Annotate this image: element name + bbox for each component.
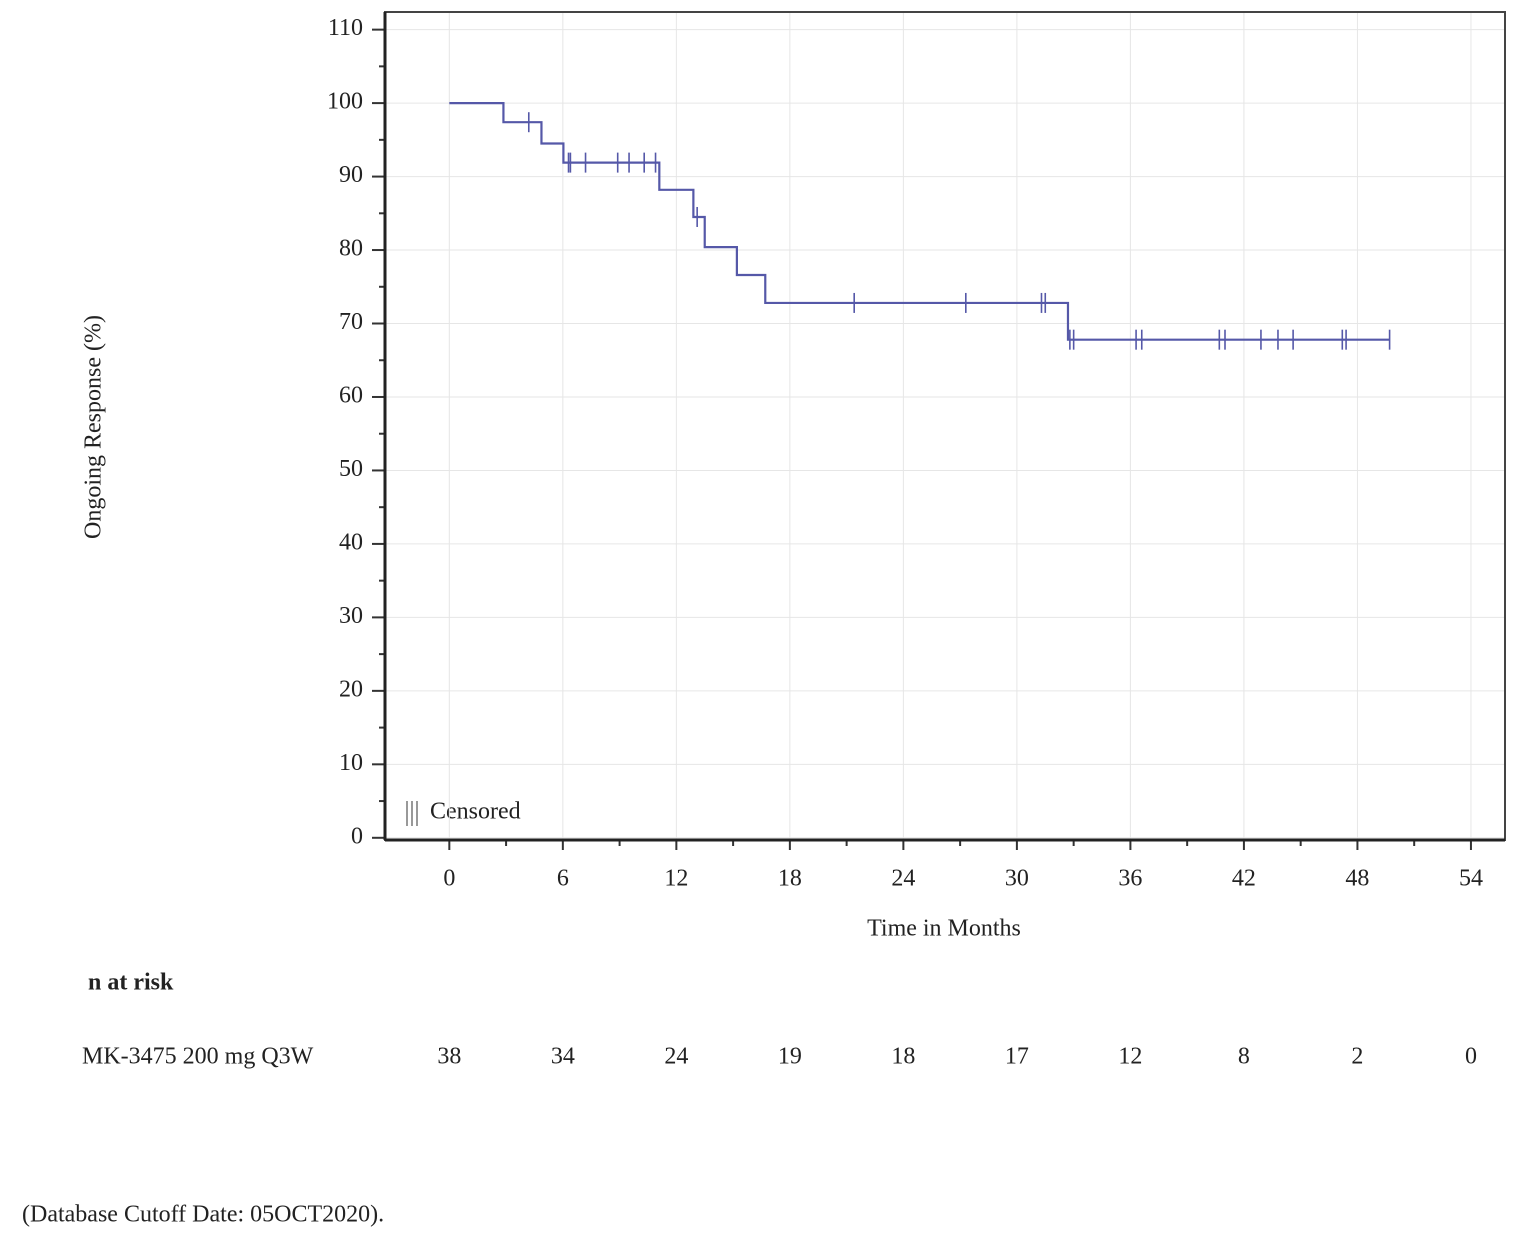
y-tick-label: 50: [339, 456, 363, 482]
risk-value: 2: [1351, 1044, 1363, 1070]
risk-value: 38: [437, 1044, 461, 1070]
risk-value: 24: [664, 1044, 688, 1070]
y-tick-label: 80: [339, 236, 363, 262]
x-tick-label: 42: [1232, 866, 1256, 892]
survival-line: [449, 102, 1390, 341]
x-tick-label: 54: [1459, 866, 1483, 892]
legend-label: Censored: [430, 799, 521, 825]
y-tick-label: 10: [339, 750, 363, 776]
risk-value: 17: [1005, 1044, 1029, 1070]
risk-title: n at risk: [88, 970, 174, 996]
y-tick-label: 90: [339, 162, 363, 188]
y-axis-title: Ongoing Response (%): [81, 315, 107, 539]
footnote: (Database Cutoff Date: 05OCT2020).: [22, 1202, 384, 1228]
x-tick-label: 0: [443, 866, 455, 892]
risk-value: 0: [1465, 1044, 1477, 1070]
x-tick-label: 6: [557, 866, 569, 892]
y-tick-label: 60: [339, 382, 363, 408]
y-tick-label: 110: [328, 15, 363, 41]
risk-value: 19: [778, 1044, 802, 1070]
risk-value: 18: [891, 1044, 915, 1070]
x-axis-title: Time in Months: [867, 916, 1021, 942]
y-tick-label: 30: [339, 603, 363, 629]
risk-value: 12: [1118, 1044, 1142, 1070]
risk-row-label: MK-3475 200 mg Q3W: [82, 1044, 314, 1070]
plot-frame: [384, 11, 1506, 841]
y-tick-label: 70: [339, 309, 363, 335]
legend: Censored: [406, 799, 521, 826]
x-tick-label: 24: [891, 866, 915, 892]
x-tick-label: 18: [778, 866, 802, 892]
y-tick-label: 40: [339, 529, 363, 555]
y-tick-label: 20: [339, 676, 363, 702]
risk-value: 8: [1238, 1044, 1250, 1070]
risk-value: 34: [551, 1044, 575, 1070]
x-tick-label: 30: [1005, 866, 1029, 892]
y-tick-label: 100: [327, 89, 363, 115]
x-tick-label: 36: [1118, 866, 1142, 892]
x-tick-label: 48: [1345, 866, 1369, 892]
x-tick-label: 12: [664, 866, 688, 892]
y-tick-label: 0: [351, 823, 363, 849]
